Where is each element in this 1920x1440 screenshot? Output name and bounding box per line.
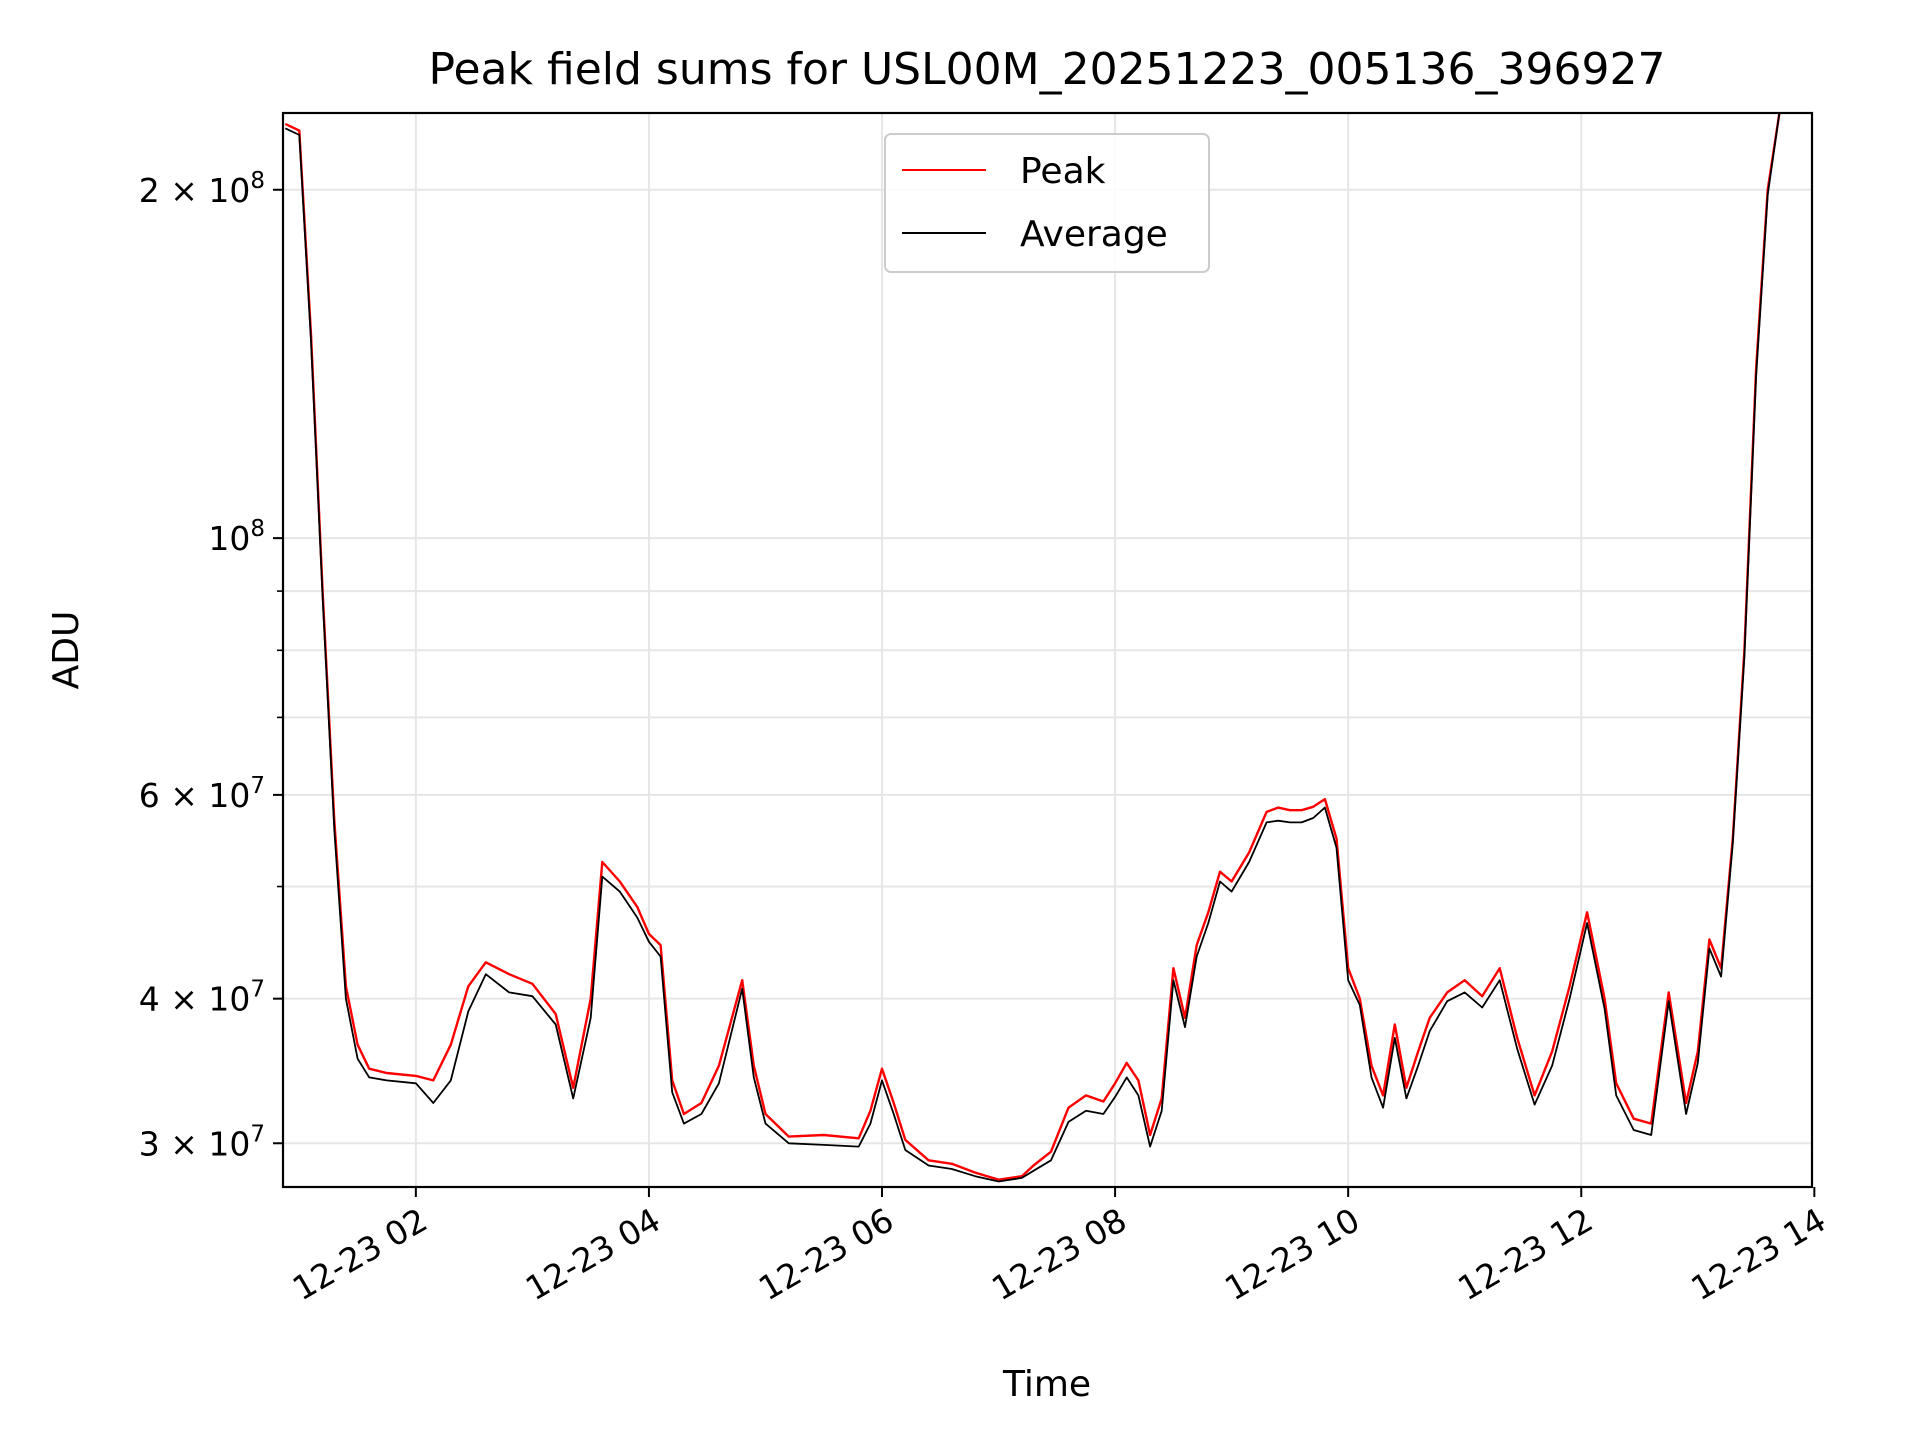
x-axis-label: Time (1002, 1364, 1091, 1405)
y-tick-label: 108 (208, 516, 265, 558)
y-tick-label: 3 × 107 (139, 1121, 265, 1163)
series-line-peak (284, 112, 1781, 1181)
series-line-average (284, 112, 1781, 1183)
y-axis-label: ADU (46, 611, 87, 690)
chart-title: Peak field sums for USL00M_20251223_0051… (429, 44, 1666, 95)
legend-label-average: Average (1020, 214, 1168, 255)
y-tick-label: 6 × 107 (139, 773, 265, 815)
y-tick-label: 4 × 107 (139, 977, 265, 1019)
legend-label-peak: Peak (1020, 151, 1106, 192)
y-tick-label: 2 × 108 (139, 168, 265, 210)
legend: Peak Average (884, 133, 1210, 273)
series-layer (284, 112, 1781, 1183)
legend-box (884, 133, 1210, 273)
y-axis: 3 × 107 4 × 107 6 × 107 108 2 × 108 (139, 168, 283, 1163)
